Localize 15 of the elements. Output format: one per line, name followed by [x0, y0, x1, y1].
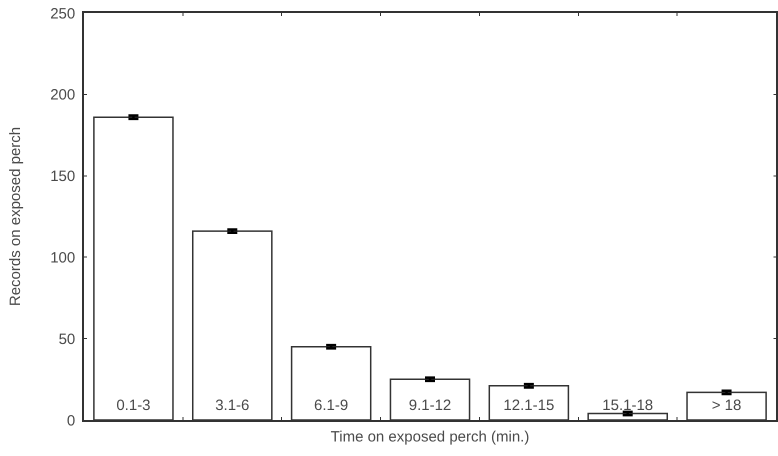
y-tick-label: 200: [50, 86, 76, 104]
x-tick-label: 9.1-12: [408, 396, 452, 414]
y-axis-title: Records on exposed perch: [6, 126, 24, 306]
x-tick-label: > 18: [712, 396, 742, 414]
x-tick-label: 15.1-18: [602, 396, 654, 414]
x-tick-label: 0.1-3: [116, 396, 151, 414]
x-tick-label: 12.1-15: [503, 396, 554, 414]
y-tick-label: 100: [50, 249, 76, 266]
x-tick-label: 6.1-9: [314, 396, 348, 414]
y-tick-label: 250: [50, 5, 76, 22]
y-tick-label: 150: [50, 168, 76, 186]
y-tick-label: 0: [66, 412, 76, 430]
x-axis-title: Time on exposed perch (min.): [330, 428, 530, 446]
x-tick-label: 3.1-6: [215, 396, 250, 414]
y-tick-label: 50: [58, 330, 76, 348]
